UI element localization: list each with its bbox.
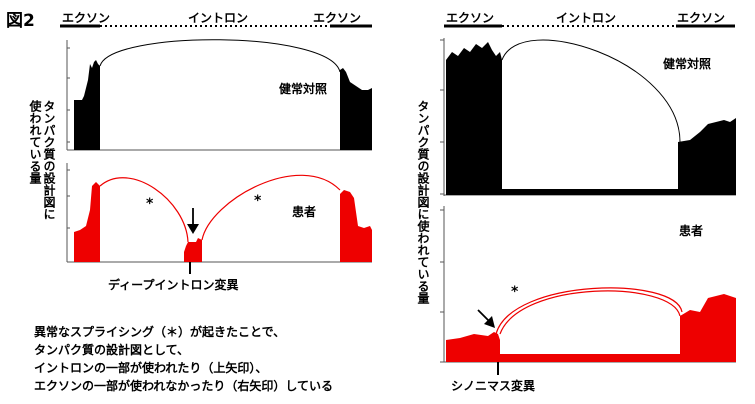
right-control-label: 健常対照: [663, 57, 712, 71]
left-exon-label-2: エクソン: [313, 11, 362, 25]
right-patient-track: [440, 206, 736, 375]
caption-line-2: タンパク質の設計図として、: [34, 343, 190, 357]
left-exon-label-1: エクソン: [62, 11, 111, 25]
right-patient-label: 患者: [679, 224, 704, 238]
caption-line-3: イントロンの一部が使われたり（上矢印）、: [34, 361, 268, 375]
left-variant-label: ディープイントロン変異: [108, 278, 239, 292]
left-control-track: [66, 39, 372, 151]
right-exon-label-1: エクソン: [446, 11, 495, 25]
left-patient-label: 患者: [292, 205, 317, 219]
left-patient-track: [66, 163, 372, 274]
left-y-axis-label: タンパク質の設計図に 使われている量: [28, 100, 56, 220]
right-variant-label: シノニマス変異: [451, 379, 536, 393]
left-asterisk-1: *: [146, 196, 154, 212]
right-y-axis-label: タンパク質の設計図に使われている量: [416, 100, 430, 304]
caption-line-1: 異常なスプライシング（＊）が起きたことで、: [34, 325, 286, 339]
caption-line-4: エクソンの一部が使われなかったり（右矢印）している: [34, 379, 334, 393]
right-asterisk: *: [511, 284, 519, 300]
left-control-label: 健常対照: [279, 82, 328, 96]
left-asterisk-2: *: [254, 193, 262, 209]
left-intron-label: イントロン: [188, 11, 249, 25]
figure-label: 図2: [6, 11, 35, 31]
right-exon-label-2: エクソン: [677, 11, 726, 25]
right-control-track: [440, 38, 736, 196]
right-intron-label: イントロン: [556, 11, 617, 25]
